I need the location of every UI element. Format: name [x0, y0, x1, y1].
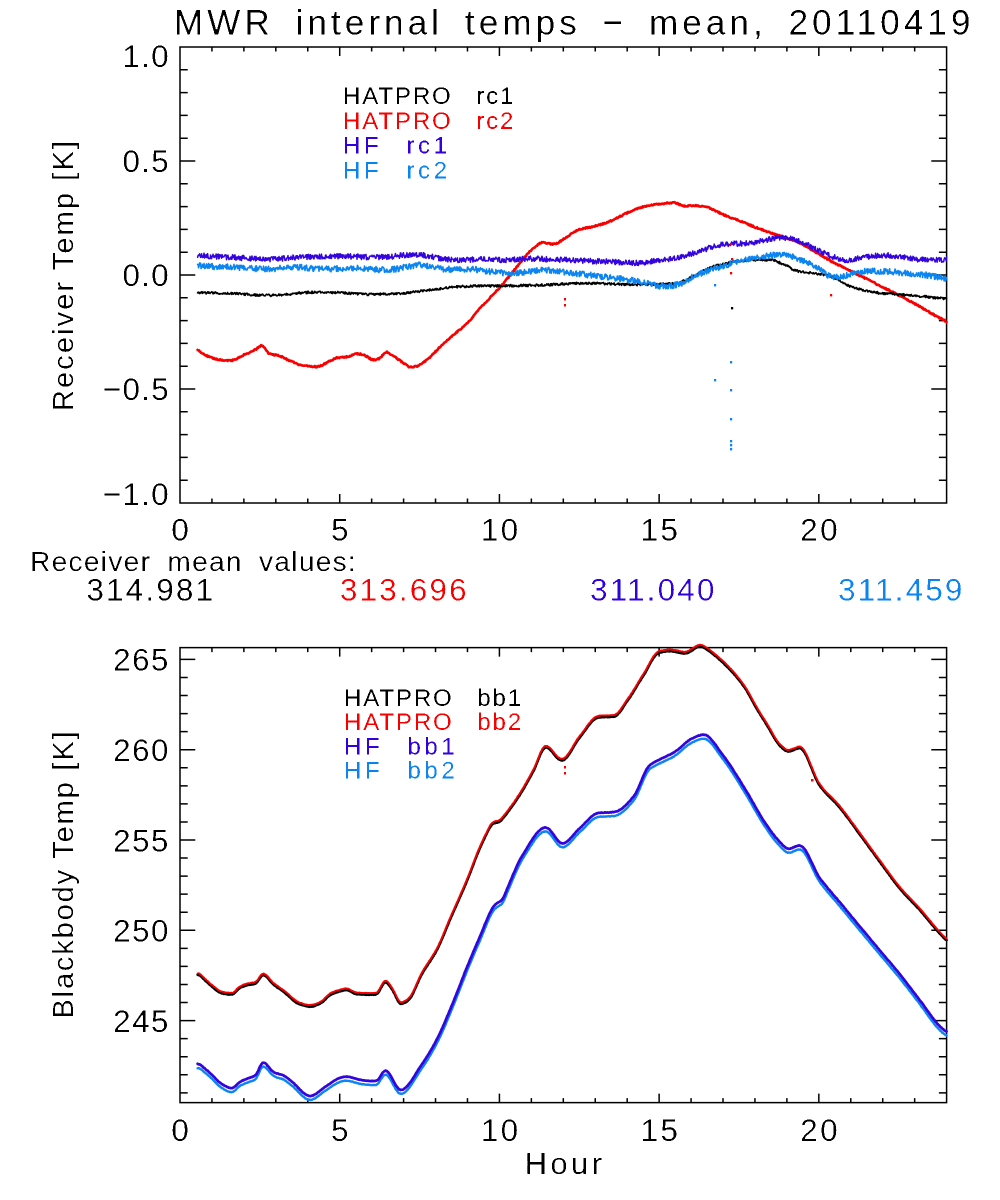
svg-text:255: 255 — [113, 823, 170, 858]
svg-text:313.696: 313.696 — [340, 573, 469, 608]
svg-text:HF rc1: HF rc1 — [343, 133, 451, 160]
svg-text:HATPRO rc1: HATPRO rc1 — [343, 83, 515, 110]
svg-text:15: 15 — [641, 513, 681, 548]
svg-text:0: 0 — [171, 513, 191, 548]
svg-text:314.981: 314.981 — [86, 573, 215, 608]
svg-text:10: 10 — [481, 1113, 521, 1148]
svg-text:311.040: 311.040 — [590, 573, 717, 608]
svg-text:−0.5: −0.5 — [103, 372, 170, 407]
svg-text:265: 265 — [113, 643, 170, 678]
svg-text:Hour: Hour — [525, 1146, 606, 1181]
svg-text:HF bb1: HF bb1 — [344, 733, 458, 760]
svg-text:250: 250 — [113, 914, 170, 949]
svg-text:−1.0: −1.0 — [103, 477, 170, 512]
svg-text:311.459: 311.459 — [838, 573, 965, 608]
svg-text:10: 10 — [481, 513, 521, 548]
svg-text:HATPRO rc2: HATPRO rc2 — [343, 108, 515, 135]
svg-text:HF rc2: HF rc2 — [343, 157, 451, 184]
svg-text:MWR internal temps − mean, 201: MWR internal temps − mean, 20110419 — [174, 4, 975, 43]
svg-text:HF bb2: HF bb2 — [344, 758, 458, 785]
svg-text:5: 5 — [331, 513, 351, 548]
svg-text:Blackbody Temp [K]: Blackbody Temp [K] — [48, 729, 80, 1018]
svg-text:260: 260 — [113, 733, 170, 768]
svg-text:5: 5 — [331, 1113, 351, 1148]
svg-text:Receiver mean values:: Receiver mean values: — [30, 546, 357, 577]
svg-text:HATPRO bb1: HATPRO bb1 — [344, 685, 523, 712]
svg-text:20: 20 — [800, 513, 840, 548]
svg-text:20: 20 — [800, 1113, 840, 1148]
svg-text:HATPRO bb2: HATPRO bb2 — [344, 709, 523, 736]
svg-text:1.0: 1.0 — [122, 39, 170, 74]
svg-text:0.0: 0.0 — [122, 258, 170, 293]
svg-text:0.5: 0.5 — [122, 144, 170, 179]
svg-text:Receiver Temp [K]: Receiver Temp [K] — [48, 139, 80, 411]
svg-text:0: 0 — [171, 1113, 191, 1148]
svg-text:15: 15 — [641, 1113, 681, 1148]
svg-text:245: 245 — [113, 1004, 170, 1039]
